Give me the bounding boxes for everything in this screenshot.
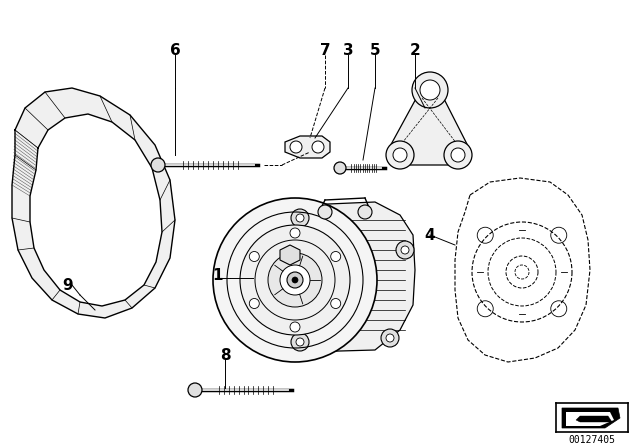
Circle shape <box>358 205 372 219</box>
Circle shape <box>240 225 350 335</box>
Circle shape <box>151 158 165 172</box>
Circle shape <box>296 338 304 346</box>
Text: 2: 2 <box>410 43 420 57</box>
Polygon shape <box>562 408 620 428</box>
Circle shape <box>451 148 465 162</box>
Text: 00127405: 00127405 <box>568 435 616 445</box>
Circle shape <box>268 253 322 307</box>
Text: 4: 4 <box>425 228 435 242</box>
Circle shape <box>401 246 409 254</box>
Circle shape <box>334 162 346 174</box>
Circle shape <box>412 72 448 108</box>
Text: 9: 9 <box>63 277 74 293</box>
Circle shape <box>213 198 377 362</box>
Polygon shape <box>12 88 175 318</box>
Polygon shape <box>280 245 300 265</box>
Circle shape <box>331 298 340 309</box>
Circle shape <box>250 298 259 309</box>
Circle shape <box>290 322 300 332</box>
Circle shape <box>381 329 399 347</box>
Circle shape <box>386 141 414 169</box>
Circle shape <box>250 251 259 262</box>
Circle shape <box>280 265 310 295</box>
Circle shape <box>292 277 298 283</box>
Circle shape <box>188 383 202 397</box>
Circle shape <box>396 241 414 259</box>
Circle shape <box>393 148 407 162</box>
Polygon shape <box>388 95 470 165</box>
Circle shape <box>291 209 309 227</box>
Text: 3: 3 <box>342 43 353 57</box>
Polygon shape <box>576 416 612 422</box>
Text: 8: 8 <box>220 348 230 362</box>
Circle shape <box>290 228 300 238</box>
Circle shape <box>296 214 304 222</box>
Circle shape <box>287 272 303 288</box>
Polygon shape <box>285 136 330 158</box>
Polygon shape <box>566 412 614 426</box>
Circle shape <box>312 141 324 153</box>
Text: 5: 5 <box>370 43 380 57</box>
Circle shape <box>331 251 340 262</box>
Circle shape <box>290 141 302 153</box>
Circle shape <box>444 141 472 169</box>
Text: 6: 6 <box>170 43 180 57</box>
Circle shape <box>386 334 394 342</box>
Circle shape <box>318 205 332 219</box>
Circle shape <box>420 80 440 100</box>
Text: 1: 1 <box>212 267 223 283</box>
Text: 7: 7 <box>320 43 330 57</box>
Polygon shape <box>290 202 415 352</box>
Circle shape <box>291 333 309 351</box>
